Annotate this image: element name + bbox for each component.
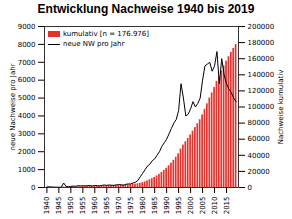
svg-text:5000: 5000	[18, 94, 36, 102]
svg-text:2015: 2015	[223, 197, 231, 215]
svg-text:140000: 140000	[248, 71, 275, 79]
svg-text:1995: 1995	[175, 197, 183, 215]
svg-text:1945: 1945	[55, 197, 63, 215]
svg-text:3000: 3000	[18, 130, 36, 138]
svg-text:180000: 180000	[248, 39, 275, 47]
svg-text:120000: 120000	[248, 87, 275, 95]
svg-text:2000: 2000	[187, 197, 195, 215]
svg-text:100000: 100000	[248, 103, 275, 111]
svg-text:1000: 1000	[18, 166, 36, 174]
svg-text:7000: 7000	[18, 59, 36, 67]
svg-text:neue Nachweise pro Jahr: neue Nachweise pro Jahr	[9, 63, 17, 150]
svg-text:1960: 1960	[91, 197, 99, 215]
svg-text:2005: 2005	[199, 197, 207, 215]
svg-text:200000: 200000	[248, 23, 275, 31]
svg-text:9000: 9000	[18, 23, 36, 31]
svg-text:6000: 6000	[18, 76, 36, 84]
svg-text:Nachweise kumulativ: Nachweise kumulativ	[277, 70, 285, 145]
svg-text:1985: 1985	[151, 197, 159, 215]
svg-text:1990: 1990	[163, 197, 171, 215]
svg-text:1970: 1970	[115, 197, 123, 215]
svg-text:160000: 160000	[248, 55, 275, 63]
svg-text:40000: 40000	[248, 152, 270, 160]
svg-text:4000: 4000	[18, 112, 36, 120]
svg-text:20000: 20000	[248, 168, 270, 176]
svg-text:2000: 2000	[18, 148, 36, 156]
html-text:kumulativ [n = 176.976]: kumulativ [n = 176.976]	[63, 30, 149, 38]
svg-text:1950: 1950	[67, 197, 75, 215]
svg-text:1940: 1940	[43, 197, 51, 215]
svg-text:1975: 1975	[127, 197, 135, 215]
svg-text:1965: 1965	[103, 197, 111, 215]
svg-text:8000: 8000	[18, 41, 36, 49]
svg-text:1955: 1955	[79, 197, 87, 215]
svg-text:2010: 2010	[211, 197, 219, 215]
svg-text:0: 0	[248, 184, 252, 192]
html-text:Entwicklung Nachweise 1940 bis: Entwicklung Nachweise 1940 bis 2019	[37, 2, 255, 16]
svg-text:1980: 1980	[139, 197, 147, 215]
svg-text:80000: 80000	[248, 119, 270, 127]
svg-text:60000: 60000	[248, 135, 270, 143]
html-text:neue NW pro Jahr: neue NW pro Jahr	[63, 40, 125, 48]
svg-text:0: 0	[31, 184, 35, 192]
